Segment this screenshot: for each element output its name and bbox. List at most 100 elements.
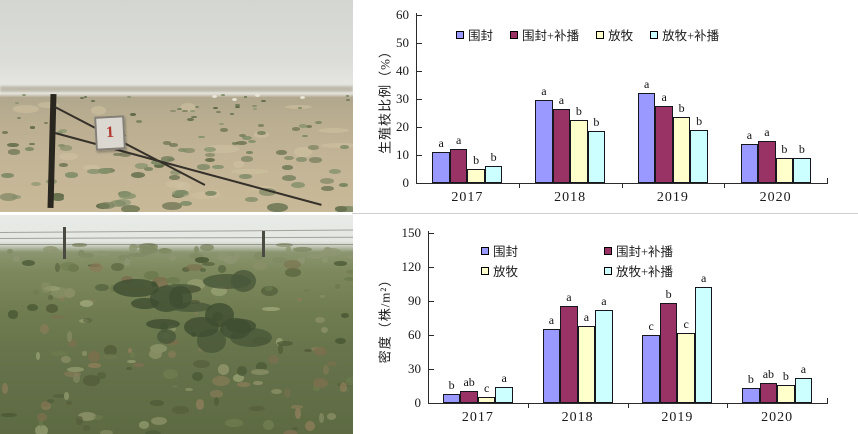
vegetation-dot — [87, 168, 101, 175]
bar — [777, 385, 795, 403]
vegetation-dot — [290, 405, 304, 409]
vegetation-dot — [37, 413, 47, 422]
x-axis-line — [416, 183, 828, 184]
vegetation-dot — [319, 412, 324, 423]
vegetation-dot — [205, 191, 217, 196]
vegetation-dot — [55, 262, 60, 272]
vegetation-dot — [201, 261, 215, 266]
vegetation-dot — [91, 100, 96, 103]
vegetation-dot — [282, 429, 298, 434]
sand-patch — [59, 152, 78, 161]
sand-patch — [320, 143, 353, 148]
vegetation-dot — [41, 401, 50, 407]
legend-label: 放牧 — [608, 29, 634, 43]
legend-label: 围封+补播 — [522, 29, 580, 43]
vegetation-dot — [307, 253, 321, 260]
vegetation-dot — [191, 371, 203, 382]
vegetation-dot — [326, 361, 337, 367]
reproductive-branch-ratio-chart: 0 10 20 30 40 50 60 2017 a a b b 2018 a a b b 2019 a a b b 202… — [370, 0, 858, 213]
vegetation-dot — [251, 369, 269, 376]
vegetation-dot — [113, 152, 122, 157]
vegetation-dot — [298, 106, 303, 109]
x-tick-mark — [528, 404, 529, 408]
vegetation-dot — [321, 185, 334, 192]
sig-letter: b — [678, 101, 685, 115]
y-tick-label: 20 — [396, 119, 409, 134]
x-tick-label: 2019 — [661, 410, 694, 425]
vegetation-dot — [171, 405, 189, 415]
sand-patch — [180, 102, 196, 112]
y-tick-mark — [429, 369, 434, 370]
vegetation-dot — [35, 425, 48, 434]
vegetation-dot — [83, 317, 92, 323]
vegetation-dot — [127, 359, 136, 364]
bar — [637, 93, 656, 183]
vegetation-dot — [319, 177, 334, 184]
sig-letter: b — [798, 142, 805, 156]
bush-clump — [169, 285, 192, 309]
bush-clump — [157, 328, 177, 345]
y-tick-mark — [417, 99, 422, 100]
vegetation-dot — [168, 175, 181, 181]
sig-letter: b — [593, 115, 600, 129]
vegetation-dot — [127, 348, 133, 354]
y-axis-title: 生殖枝比例（%） — [377, 44, 393, 154]
legend-item: 围封+补播 — [510, 25, 579, 44]
vegetation-dot — [285, 268, 302, 278]
vegetation-dot — [130, 352, 135, 359]
legend-label: 放牧 — [493, 265, 519, 279]
vegetation-dot — [82, 425, 91, 431]
fence-post — [63, 227, 66, 259]
vegetation-dot — [253, 380, 263, 386]
vegetation-dot — [243, 96, 248, 99]
sig-letter: a — [455, 133, 462, 147]
vegetation-dot — [170, 110, 176, 113]
vegetation-dot — [168, 255, 177, 261]
vegetation-dot — [123, 258, 130, 267]
vegetation-dot — [110, 285, 116, 293]
vegetation-dot — [181, 109, 188, 113]
vegetation-dot — [63, 392, 69, 400]
vegetation-dot — [162, 141, 172, 145]
vegetation-dot — [298, 124, 307, 128]
vegetation-dot — [66, 401, 73, 406]
vegetation-dot — [150, 159, 164, 166]
bar — [587, 131, 606, 183]
vegetation-dot — [255, 362, 267, 371]
vegetation-dot — [198, 135, 205, 139]
vegetation-dot — [172, 385, 179, 389]
sig-letter: a — [566, 290, 572, 304]
sig-letter: a — [501, 371, 507, 385]
vegetation-dot — [167, 324, 177, 332]
y-axis-line — [428, 231, 429, 404]
bar — [794, 378, 813, 403]
vegetation-dot — [192, 360, 210, 369]
sig-letter: b — [490, 150, 497, 164]
vegetation-dot — [338, 183, 348, 188]
horizon-band — [0, 86, 353, 92]
y-tick-label: 30 — [408, 361, 421, 376]
vegetation-dot — [157, 248, 172, 255]
sig-letter: b — [696, 114, 703, 128]
vegetation-dot — [186, 117, 194, 121]
vegetation-dot — [200, 267, 207, 272]
sand-patch — [317, 127, 350, 133]
vegetation-dot — [12, 195, 21, 199]
vegetation-dot — [221, 94, 225, 97]
vegetation-dot — [96, 371, 106, 379]
vegetation-dot — [82, 375, 100, 386]
vegetation-dot — [119, 192, 136, 200]
vegetation-dot — [283, 156, 294, 161]
vegetation-dot — [333, 261, 347, 266]
sig-letter: c — [683, 317, 689, 331]
vegetation-dot — [326, 413, 337, 421]
x-tick-label: 2020 — [759, 190, 792, 205]
vegetation-dot — [64, 288, 76, 299]
bar — [552, 109, 571, 183]
x-tick-mark — [519, 184, 520, 188]
sig-letter: a — [746, 128, 753, 142]
vegetation-dot — [340, 382, 348, 392]
vegetation-dot — [144, 430, 162, 434]
vegetation-dot — [233, 374, 245, 383]
sig-letter: a — [643, 77, 650, 91]
